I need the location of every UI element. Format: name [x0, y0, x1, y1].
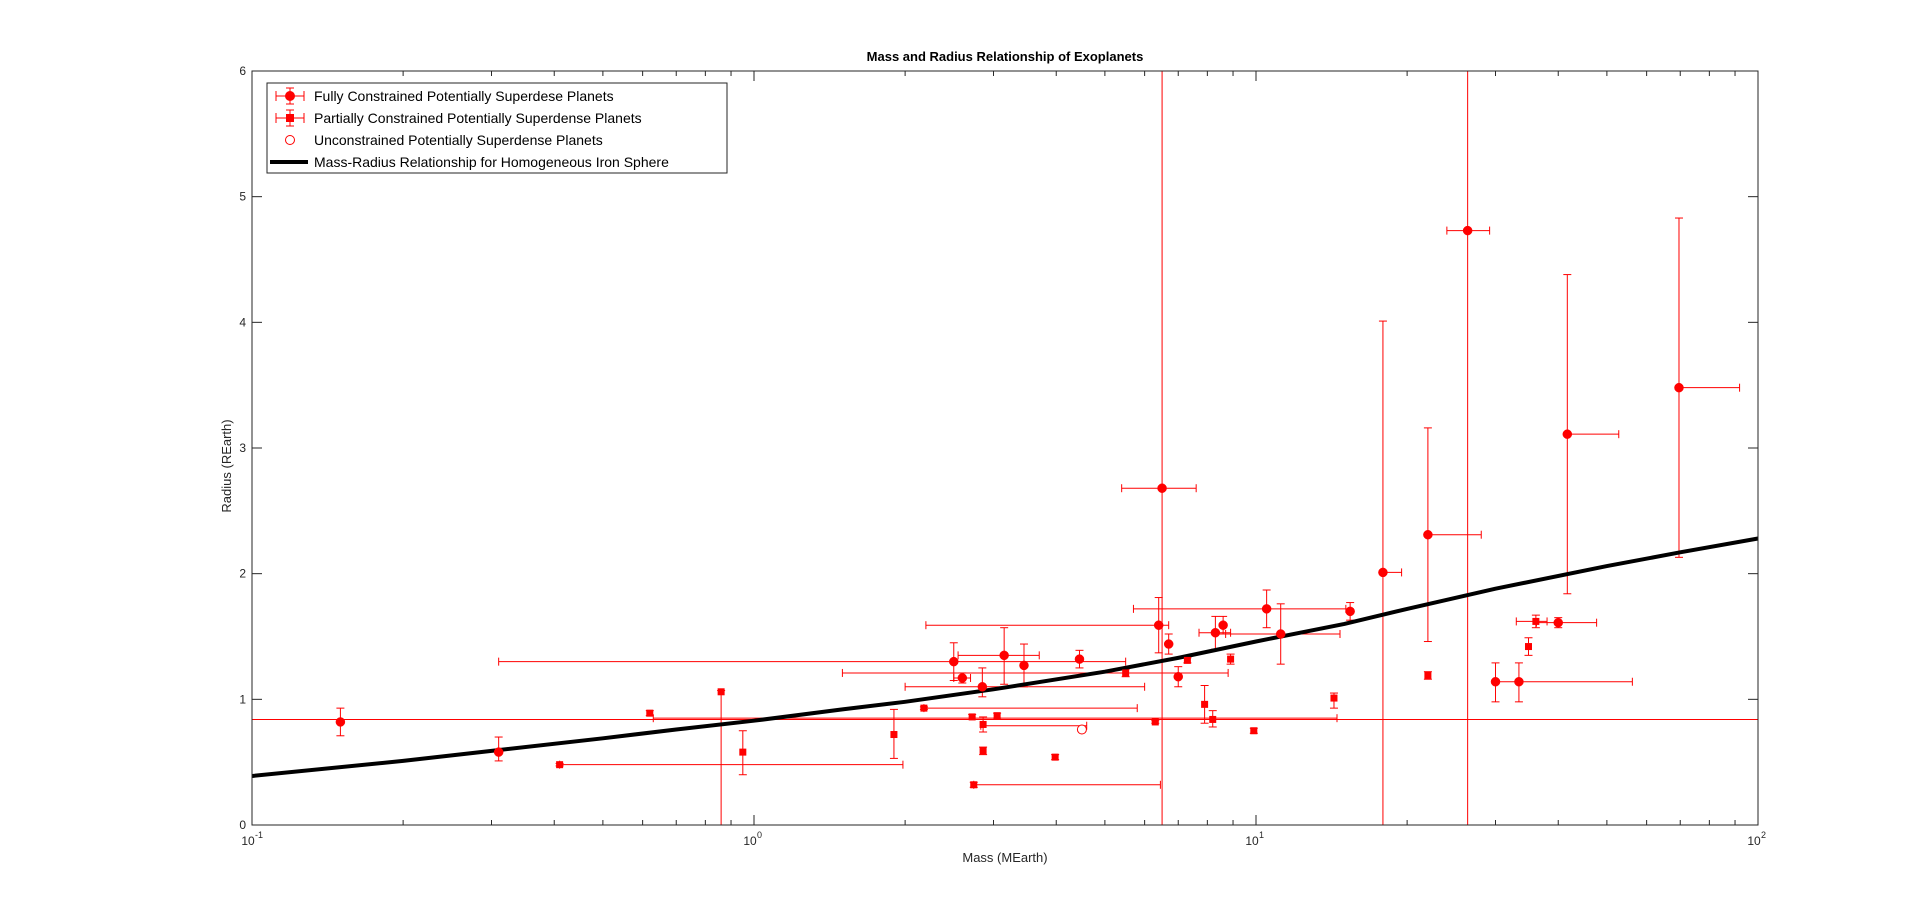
data-point-circle	[1153, 620, 1164, 630]
curve-layer	[251, 536, 1759, 778]
data-point-square	[1051, 753, 1059, 761]
x-axis-ticks: 10 -1 10 0 10 1 10 2	[241, 71, 1766, 848]
data-point-square	[970, 781, 978, 789]
y-axis-ticks: 0 1 2 3 4 5 6	[239, 64, 1758, 832]
data-point-circle	[1514, 676, 1524, 687]
data-point-square	[1227, 655, 1235, 663]
data-point-square	[1183, 656, 1191, 664]
x-tick-exponent: 2	[1761, 830, 1766, 840]
data-point-square	[968, 713, 976, 721]
data-point-square	[646, 709, 654, 717]
legend-entry-partially-constrained: Partially Constrained Potentially Superd…	[275, 109, 642, 127]
data-point-circle	[1019, 660, 1029, 671]
x-tick-base: 10	[743, 834, 757, 848]
y-tick-label: 3	[239, 441, 246, 455]
data-point-square	[739, 748, 747, 756]
data-point-circle	[1462, 225, 1473, 236]
data-point-circle	[493, 747, 504, 757]
chart-title: Mass and Radius Relationship of Exoplane…	[867, 49, 1144, 64]
data-point-circle	[1261, 604, 1272, 614]
y-tick-label: 2	[239, 567, 246, 581]
y-tick-label: 5	[239, 190, 246, 204]
y-tick-label: 1	[239, 692, 246, 706]
markers-layer	[335, 225, 1684, 789]
data-point-circle	[999, 650, 1009, 661]
legend-entry-unconstrained: Unconstrained Potentially Superdense Pla…	[285, 132, 603, 148]
legend-label: Partially Constrained Potentially Superd…	[314, 110, 642, 126]
data-point-square	[979, 720, 987, 728]
data-point-circle	[1553, 617, 1563, 628]
legend-marker-square-filled	[275, 109, 305, 127]
data-point-square	[1209, 715, 1217, 723]
data-point-circle	[1074, 654, 1085, 664]
plot-area	[251, 71, 1759, 825]
x-tick-base: 10	[1245, 834, 1259, 848]
data-point-square	[1122, 669, 1130, 677]
data-point-circle	[1490, 676, 1501, 687]
data-point-square	[1532, 617, 1540, 625]
data-point-square	[717, 688, 725, 696]
x-tick-base: 10	[1747, 834, 1761, 848]
x-tick-label: 10 1	[1245, 830, 1264, 848]
data-point-circle	[335, 717, 346, 727]
x-tick-label: 10 2	[1747, 830, 1766, 848]
x-axis-label: Mass (MEarth)	[962, 850, 1047, 865]
x-tick-label: 10 -1	[241, 830, 263, 848]
data-point-circle	[1345, 606, 1355, 617]
data-point-square	[1201, 700, 1209, 708]
y-tick-label: 4	[239, 315, 246, 329]
data-point-square	[1151, 718, 1159, 726]
data-point-circle	[1275, 629, 1286, 639]
legend-marker-circle-open	[285, 135, 295, 145]
legend-label: Unconstrained Potentially Superdense Pla…	[314, 132, 603, 148]
y-tick-label: 6	[239, 64, 246, 78]
data-point-circle	[949, 656, 959, 667]
data-point-square	[1524, 643, 1532, 651]
data-point-circle	[977, 682, 988, 692]
x-tick-label: 10 0	[743, 830, 762, 848]
legend-label: Fully Constrained Potentially Superdese …	[314, 88, 614, 104]
y-axis-label: Radius (REarth)	[219, 419, 234, 512]
data-point-circle	[1562, 429, 1573, 439]
data-point-circle	[1423, 529, 1433, 540]
data-point-square	[890, 731, 898, 739]
y-tick-label: 0	[239, 818, 246, 832]
data-point-circle	[1210, 627, 1221, 638]
legend-box	[266, 82, 728, 174]
data-point-square	[1330, 694, 1338, 702]
data-point-square	[979, 747, 987, 755]
legend-entry-fully-constrained: Fully Constrained Potentially Superdese …	[275, 87, 614, 105]
data-point-circle	[1378, 567, 1388, 578]
data-point-circle	[1218, 620, 1228, 630]
data-point-circle	[1157, 483, 1167, 493]
data-point-circle	[1173, 671, 1183, 682]
data-point-circle	[957, 673, 968, 683]
legend-entry-iron-sphere: Mass-Radius Relationship for Homogeneous…	[270, 154, 669, 170]
data-point-square	[920, 704, 928, 712]
data-point-square	[993, 712, 1001, 720]
legend-marker-circle-filled	[275, 87, 305, 105]
x-tick-exponent: 1	[1259, 830, 1264, 840]
x-tick-exponent: 0	[757, 830, 762, 840]
data-point-open-circle	[1076, 724, 1087, 735]
data-point-circle	[1163, 639, 1174, 649]
data-point-square	[1424, 671, 1432, 679]
legend-label: Mass-Radius Relationship for Homogeneous…	[314, 154, 669, 170]
iron-sphere-curve	[251, 536, 1759, 778]
data-point-square	[1250, 727, 1258, 735]
legend: Fully Constrained Potentially Superdese …	[266, 82, 728, 174]
data-point-circle	[1674, 382, 1684, 393]
data-point-square	[556, 761, 564, 769]
x-tick-base: 10	[241, 834, 255, 848]
x-tick-exponent: -1	[255, 830, 263, 840]
